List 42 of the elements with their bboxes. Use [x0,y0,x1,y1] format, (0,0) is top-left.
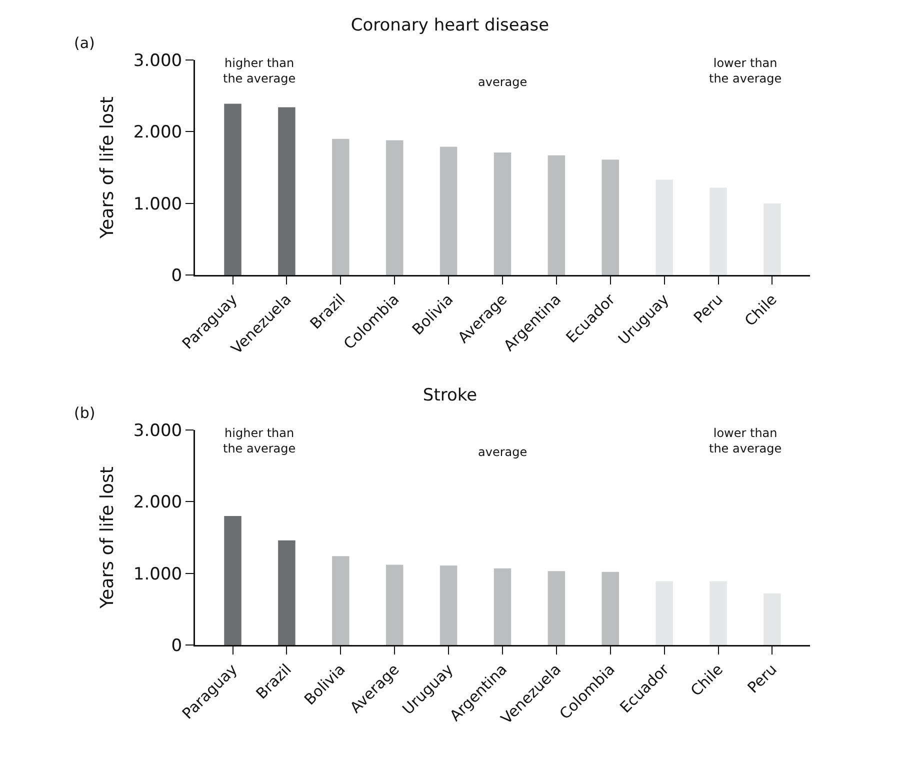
y-tick-label: 1.000 [133,564,182,584]
bar [710,188,727,275]
bar [386,564,404,645]
y-tick-label: 1.000 [133,194,182,214]
annotation: lower than the average [709,56,782,86]
bar [656,180,673,275]
annotation: higher than the average [223,426,296,456]
annotation: average [478,75,528,89]
bar [224,516,242,645]
bar [224,104,242,275]
text: (a) [74,34,95,52]
bar [386,140,404,275]
bar [548,571,566,645]
annotation: average [478,445,528,459]
y-tick-label: 3.000 [133,420,182,441]
chart-title: Stroke [422,385,478,406]
bar [710,581,727,645]
chart-title: Coronary heart disease [350,15,550,36]
y-tick-label: 0 [171,266,182,286]
y-axis-title: Years of life lost [96,96,118,240]
annotation: lower than the average [709,426,782,456]
y-tick-label: 3.000 [133,50,182,71]
bar [602,160,620,275]
bar [602,572,620,645]
bar [656,581,673,645]
bar [548,155,566,275]
bar [494,152,512,275]
annotation: higher than the average [223,56,296,86]
bar [494,568,512,645]
y-tick-label: 0 [171,636,182,656]
bar [440,146,458,275]
y-tick-label: 2.000 [133,122,182,143]
bar [332,556,350,645]
y-tick-label: 2.000 [133,492,182,513]
bar [332,138,350,275]
bar [440,565,458,645]
text: (b) [74,404,96,422]
bar [764,203,781,275]
bar [764,593,781,645]
y-axis-title: Years of life lost [96,466,118,610]
bar [278,107,296,275]
bar [278,540,296,645]
